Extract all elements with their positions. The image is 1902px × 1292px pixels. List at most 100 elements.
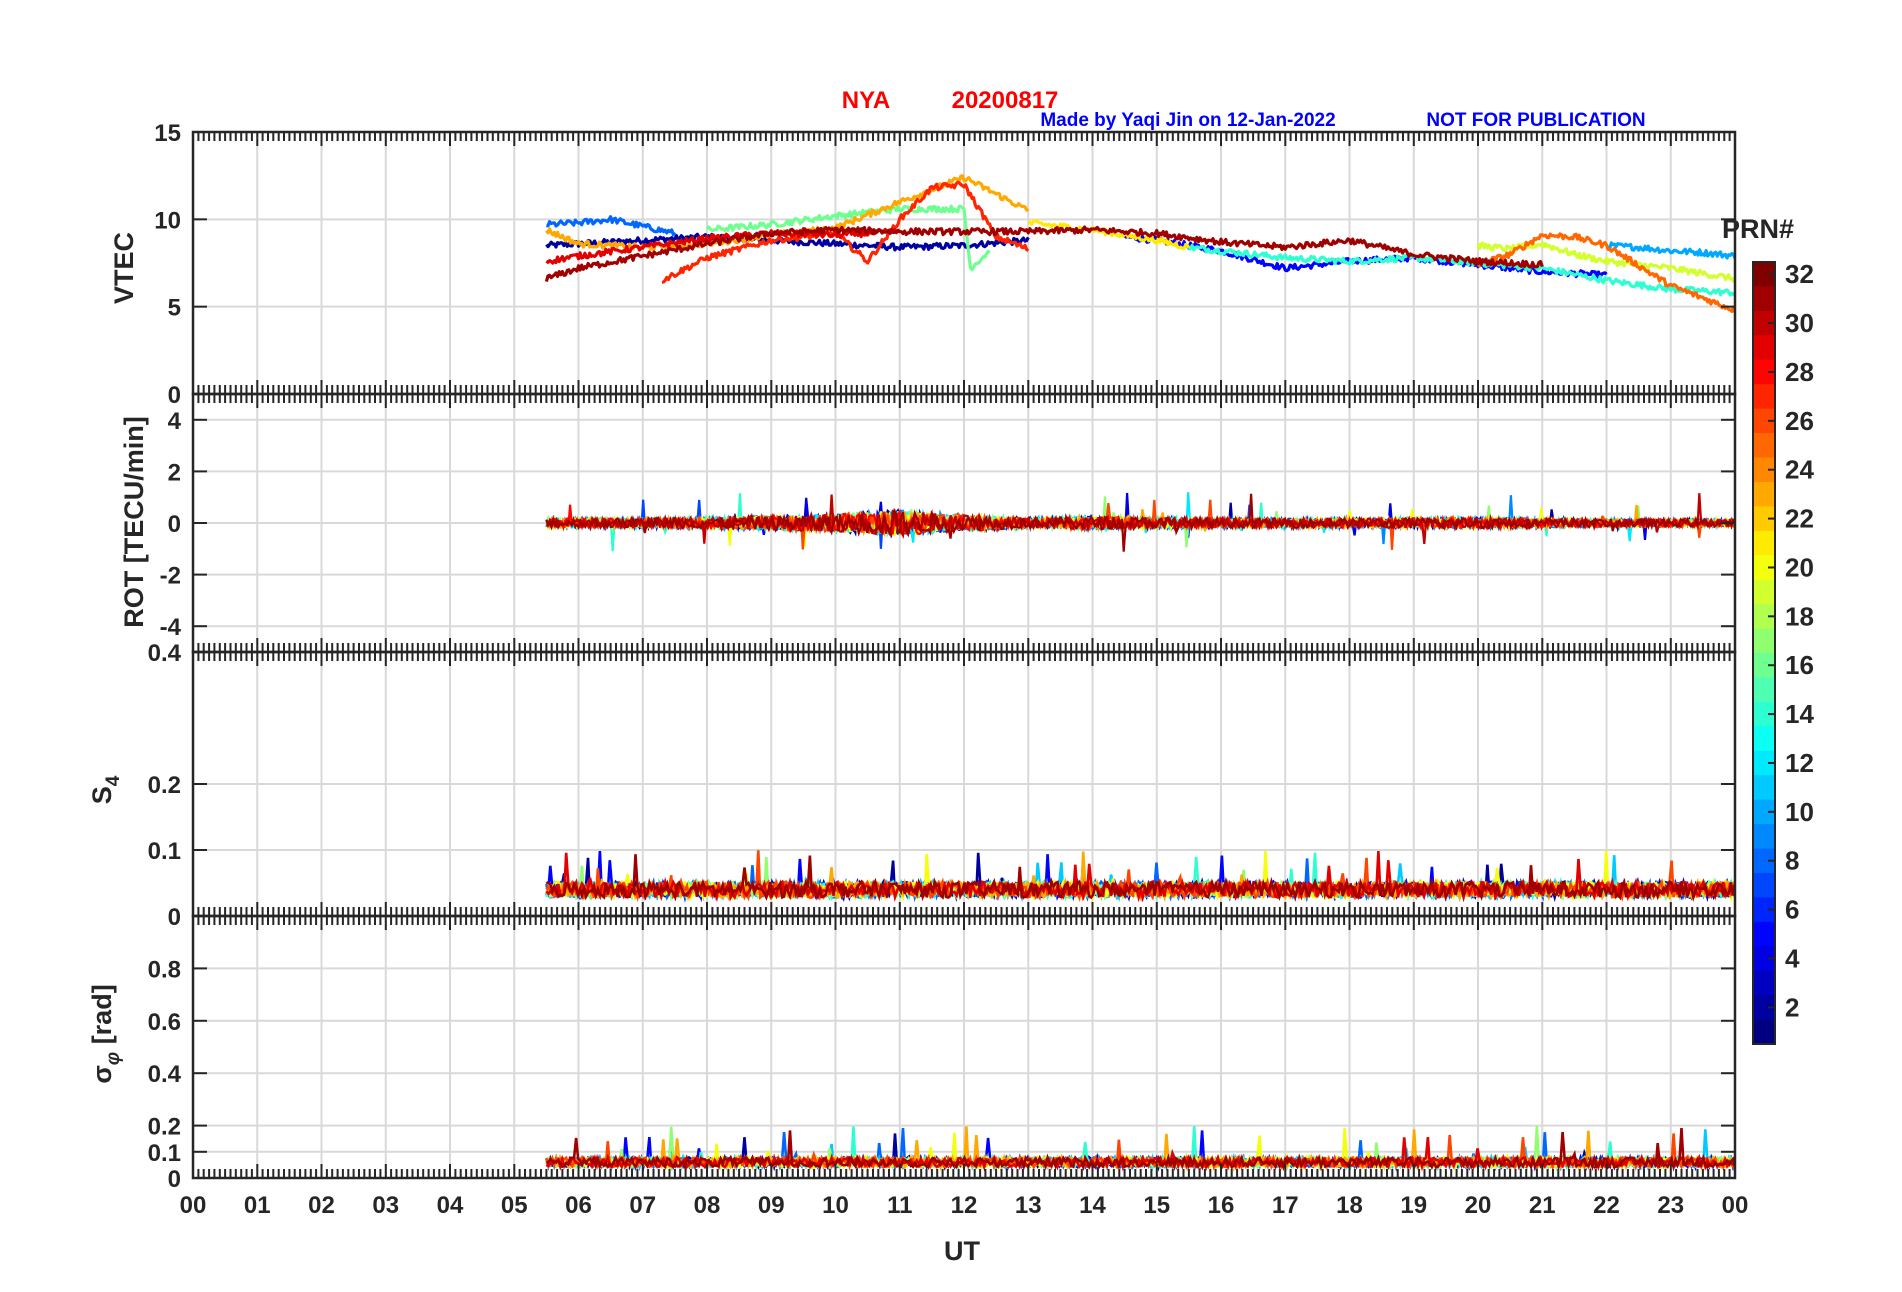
- x-tick-label: 19: [1400, 1192, 1427, 1219]
- sigma-grid: [193, 916, 1735, 1178]
- sigma-ytick-label: 0.6: [148, 1009, 181, 1036]
- x-tick-label: 00: [180, 1192, 207, 1219]
- colorbar-tick-label: 22: [1785, 504, 1814, 534]
- colorbar-segment: [1753, 359, 1775, 385]
- title-station: NYA: [842, 87, 890, 114]
- colorbar-segment: [1753, 286, 1775, 312]
- colorbar-segment: [1753, 310, 1775, 336]
- vtec-data: [544, 174, 1735, 313]
- x-tick-label: 12: [951, 1192, 978, 1219]
- colorbar-tick-label: 10: [1785, 797, 1814, 827]
- sigma-data: [545, 1125, 1735, 1172]
- vtec-series-prn-29: [545, 227, 901, 265]
- x-tick-label: 16: [1208, 1192, 1235, 1219]
- colorbar-segment: [1753, 995, 1775, 1021]
- vtec-series-prn-31: [544, 225, 1544, 283]
- colorbar-tick-label: 6: [1785, 895, 1799, 925]
- rot-ytick-label: -4: [160, 614, 182, 641]
- rot-ytick-label: 0: [168, 511, 181, 538]
- colorbar-tick-label: 30: [1785, 308, 1814, 338]
- x-tick-label: 20: [1465, 1192, 1492, 1219]
- sigma-phi-panel: 00.10.2 0.4 0.6 0.8: [148, 914, 1737, 1193]
- vtec-series-prn-8: [546, 215, 677, 237]
- sigma-ytick-label: 0.2: [148, 1114, 181, 1141]
- colorbar-segment: [1753, 775, 1775, 801]
- vtec-ytick-label: 5: [168, 295, 181, 322]
- colorbar-segment: [1753, 848, 1775, 874]
- s4-ytick-label: 0.2: [148, 772, 181, 799]
- vtec-ytick-label: 10: [154, 207, 181, 234]
- x-tick-label: 22: [1593, 1192, 1620, 1219]
- s4-x-ticks: [192, 652, 1736, 916]
- colorbar-segment: [1753, 921, 1775, 947]
- colorbar-tick-label: 8: [1785, 846, 1799, 876]
- x-tick-label: 05: [501, 1192, 528, 1219]
- vtec-ylabel: VTEC: [109, 232, 139, 304]
- x-tick-label: 09: [758, 1192, 785, 1219]
- colorbar-tick-label: 12: [1785, 748, 1814, 778]
- vtec-ytick-label: 15: [154, 120, 181, 147]
- colorbar-tick-label: 24: [1785, 455, 1814, 485]
- rot-panel: -4 -2 0 2 4: [160, 392, 1737, 654]
- colorbar-segment: [1753, 750, 1775, 776]
- vtec-series-prn-16: [705, 204, 991, 272]
- rot-ytick-label: 2: [168, 459, 181, 486]
- colorbar-segment: [1753, 1019, 1775, 1045]
- s4-panel: 0 0.1 0.2 0.4: [148, 640, 1737, 931]
- colorbar-tick-label: 14: [1785, 699, 1814, 729]
- x-tick-label: 07: [629, 1192, 656, 1219]
- s4-series-prn-26: [545, 850, 1735, 903]
- colorbar-segment: [1753, 555, 1775, 581]
- colorbar-segment: [1753, 530, 1775, 556]
- colorbar-segment: [1753, 824, 1775, 850]
- x-tick-label: 13: [1015, 1192, 1042, 1219]
- colorbar-tick-label: 4: [1785, 943, 1800, 973]
- vtec-x-ticks: [192, 132, 1736, 394]
- x-tick-label: 10: [822, 1192, 849, 1219]
- colorbar-segment: [1753, 946, 1775, 972]
- sigma-ytick-label: 0.4: [148, 1061, 182, 1088]
- x-tick-label: 00: [1722, 1192, 1749, 1219]
- x-tick-label: 17: [1272, 1192, 1299, 1219]
- vtec-series-prn-14: [1187, 243, 1735, 297]
- colorbar-tick-label: 26: [1785, 406, 1814, 436]
- x-tick-label: 04: [437, 1192, 464, 1219]
- x-tick-label: 01: [244, 1192, 271, 1219]
- sigma-ytick-label: 0.1: [148, 1140, 181, 1167]
- colorbar-segment: [1753, 335, 1775, 361]
- vtec-panel: 0 5 10 15: [154, 120, 1737, 409]
- rot-series-prn-31: [545, 493, 1735, 552]
- vtec-series-prn-10: [1605, 241, 1735, 260]
- x-tick-label: 02: [308, 1192, 335, 1219]
- vtec-series-prn-25: [1476, 232, 1735, 313]
- colorbar-segment: [1753, 677, 1775, 703]
- s4-ytick-label-top: 0.4: [148, 640, 182, 667]
- colorbar-tick-label: 32: [1785, 259, 1814, 289]
- colorbar-segment: [1753, 701, 1775, 727]
- colorbar-segment: [1753, 897, 1775, 923]
- s4-ytick-label: 0.1: [148, 838, 181, 865]
- colorbar-segment: [1753, 457, 1775, 483]
- colorbar-tick-label: 18: [1785, 601, 1814, 631]
- credit-text: Made by Yaqi Jin on 12-Jan-2022: [1040, 110, 1335, 131]
- x-tick-label: 15: [1143, 1192, 1170, 1219]
- rot-ytick-label: 4: [168, 408, 182, 435]
- sigma-series-prn-31: [546, 1128, 1735, 1172]
- colorbar-segment: [1753, 262, 1775, 288]
- vtec-series-prn-27: [661, 180, 1030, 284]
- x-tick-label: 23: [1657, 1192, 1684, 1219]
- colorbar-tick-label: 20: [1785, 552, 1814, 582]
- sigma-ytick-label: 0: [168, 1166, 181, 1193]
- not-for-publication-text: NOT FOR PUBLICATION: [1426, 110, 1645, 131]
- s4-series-prn-31: [546, 854, 1735, 903]
- colorbar-segment: [1753, 628, 1775, 654]
- x-tick-labels: 00 01 02 03 04 05 06 07 08 09 10 11 12 13 14 15 16 17 18 19…: [180, 1192, 1749, 1219]
- s4-grid: [193, 652, 1735, 916]
- colorbar-segment: [1753, 653, 1775, 679]
- colorbar-segment: [1753, 872, 1775, 898]
- colorbar-segment: [1753, 970, 1775, 996]
- colorbar-segment: [1753, 506, 1775, 532]
- x-tick-label: 18: [1336, 1192, 1363, 1219]
